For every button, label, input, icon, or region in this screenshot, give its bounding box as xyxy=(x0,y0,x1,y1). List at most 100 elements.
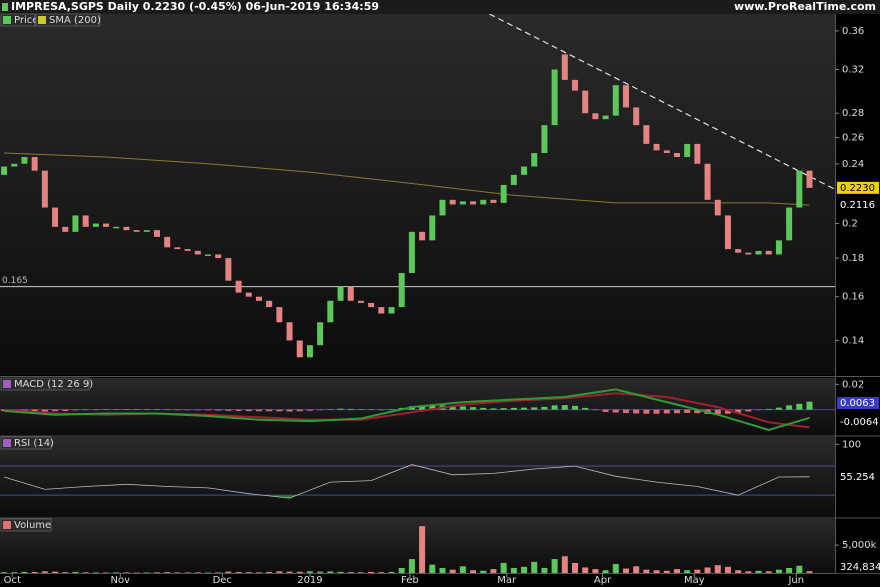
x-tick-label: Mar xyxy=(497,575,517,586)
macd-histogram-bar xyxy=(41,409,48,412)
y-tick-label: 0.16 xyxy=(842,292,864,303)
volume-bar xyxy=(714,565,721,573)
volume-bar xyxy=(786,567,793,573)
macd-histogram-bar xyxy=(337,408,344,410)
volume-bar xyxy=(775,569,782,573)
candle xyxy=(378,307,385,314)
volume-bar xyxy=(531,561,538,573)
macd-histogram-bar xyxy=(572,405,579,410)
macd-histogram-bar xyxy=(429,405,436,410)
candle xyxy=(521,166,528,175)
candle xyxy=(11,163,18,167)
x-tick-label: Jun xyxy=(787,575,804,586)
macd-histogram-bar xyxy=(643,409,650,414)
volume-bar xyxy=(103,572,110,573)
macd-histogram-bar xyxy=(225,409,232,411)
macd-histogram-bar xyxy=(103,409,110,410)
sma-line xyxy=(4,152,810,206)
candle xyxy=(470,201,477,205)
candle xyxy=(306,345,313,358)
candle xyxy=(582,90,589,114)
candle xyxy=(653,143,660,151)
level-label: 0.165 xyxy=(2,276,28,286)
volume-bar xyxy=(755,570,762,573)
candle xyxy=(357,300,364,303)
macd-histogram-bar xyxy=(592,409,599,411)
candle xyxy=(643,125,650,144)
candle xyxy=(439,199,446,216)
candle xyxy=(592,113,599,120)
volume-bar xyxy=(408,559,415,573)
volume-bar xyxy=(82,572,89,573)
volume-bar xyxy=(745,571,752,573)
volume-bar xyxy=(266,571,273,573)
macd-histogram-bar xyxy=(72,409,79,411)
value-box-label: 0.0063 xyxy=(840,398,875,409)
volume-bar xyxy=(276,571,283,573)
macd-line xyxy=(4,388,810,431)
volume-bar xyxy=(806,571,813,573)
volume-bar xyxy=(72,571,79,573)
macd-histogram-bar xyxy=(521,407,528,410)
value-box xyxy=(837,199,879,212)
candle xyxy=(235,280,242,293)
candle xyxy=(724,215,731,250)
legend-label: RSI (14) xyxy=(14,438,54,449)
volume-bar xyxy=(296,571,303,573)
volume-bar xyxy=(521,566,528,573)
macd-histogram-bar xyxy=(755,409,762,411)
volume-panel xyxy=(0,519,835,573)
macd-histogram-bar xyxy=(459,406,466,410)
candle xyxy=(225,258,232,281)
macd-histogram-bar xyxy=(62,409,69,411)
volume-bar xyxy=(449,569,456,573)
macd-histogram-bar xyxy=(184,409,191,411)
macd-histogram-bar xyxy=(775,407,782,410)
macd-histogram-bar xyxy=(306,409,313,411)
candle xyxy=(612,85,619,116)
volume-bar xyxy=(245,572,252,573)
macd-histogram-bar xyxy=(582,407,589,410)
volume-bar xyxy=(337,571,344,573)
volume-bar xyxy=(673,569,680,573)
volume-bar xyxy=(643,569,650,573)
candle xyxy=(531,153,538,167)
y-tick-label: 0.32 xyxy=(842,64,864,75)
volume-bar xyxy=(735,570,742,573)
macd-histogram-bar xyxy=(143,409,150,410)
volume-bar xyxy=(765,571,772,573)
candle xyxy=(266,300,273,308)
volume-bar xyxy=(653,570,660,573)
macd-histogram-bar xyxy=(663,409,670,414)
volume-bar xyxy=(439,567,446,573)
volume-bar xyxy=(622,568,629,573)
legend-label: Volume xyxy=(14,520,51,531)
macd-histogram-bar xyxy=(796,403,803,410)
macd-histogram-bar xyxy=(633,409,640,414)
candle xyxy=(82,215,89,227)
macd-histogram-bar xyxy=(245,409,252,412)
macd-histogram-bar xyxy=(327,409,334,410)
candle xyxy=(245,292,252,297)
candle xyxy=(704,163,711,200)
volume-bar xyxy=(184,572,191,573)
volume-bar xyxy=(561,556,568,573)
candle xyxy=(388,307,395,314)
macd-histogram-bar xyxy=(255,409,262,412)
legend-box xyxy=(0,518,52,532)
volume-bar xyxy=(1,572,8,573)
candle xyxy=(133,230,140,232)
candle xyxy=(184,249,191,251)
candle xyxy=(551,69,558,126)
candle xyxy=(459,201,466,205)
candle xyxy=(684,143,691,158)
candle xyxy=(164,236,171,248)
volume-bar xyxy=(62,572,69,573)
header-website: www.ProRealTime.com xyxy=(734,0,876,13)
volume-bar xyxy=(235,571,242,573)
candle xyxy=(255,296,262,301)
value-box xyxy=(837,561,879,574)
macd-histogram-bar xyxy=(480,407,487,410)
macd-histogram-bar xyxy=(806,401,813,410)
x-tick-label: Feb xyxy=(401,575,419,586)
